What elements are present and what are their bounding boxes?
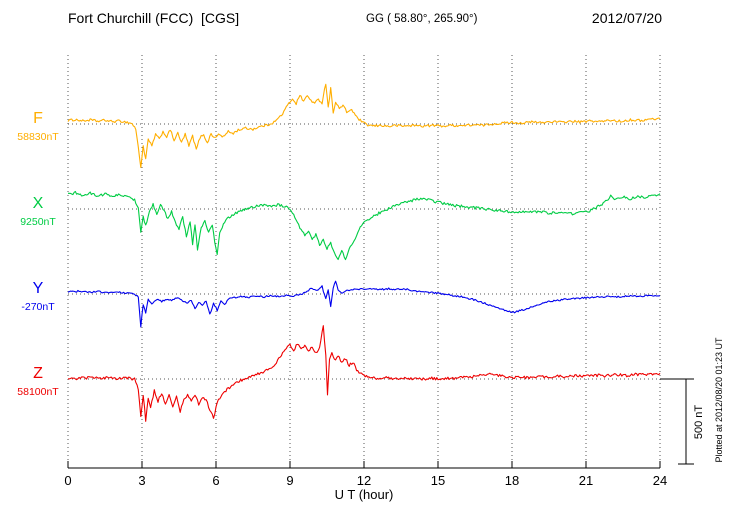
- series-letter-X: X: [32, 195, 44, 212]
- series-label-Z: Z 58100nT: [6, 366, 70, 398]
- series-baseline-Y: -270nT: [21, 301, 55, 313]
- trace-X: [68, 190, 661, 261]
- x-tick-label: 3: [138, 473, 145, 488]
- x-axis-title: U T (hour): [334, 487, 394, 502]
- series-baseline-Z: 58100nT: [17, 386, 59, 398]
- x-tick-label: 12: [357, 473, 371, 488]
- station-title: Fort Churchill (FCC) [CGS]: [68, 10, 240, 26]
- geographic-coordinates: GG ( 58.80°, 265.90°): [366, 13, 478, 25]
- trace-Y: [67, 280, 661, 328]
- x-tick-label: 6: [212, 473, 219, 488]
- scale-bar: [660, 378, 694, 465]
- scale-bar-label: 500 nT: [693, 405, 705, 440]
- trace-F: [67, 83, 661, 168]
- series-letter-Z: Z: [33, 365, 43, 382]
- x-tick-label: 18: [505, 473, 519, 488]
- x-tick-label: 0: [64, 473, 71, 488]
- x-tick-label: 9: [286, 473, 293, 488]
- trace-Z: [67, 325, 661, 422]
- x-tick-label: 21: [579, 473, 593, 488]
- series-label-X: X 9250nT: [6, 196, 70, 228]
- plot-date: 2012/07/20: [591, 10, 662, 26]
- credit-text: Plotted at 2012/08/20 01:23 UT: [714, 337, 724, 463]
- series-baseline-F: 58830nT: [17, 131, 59, 143]
- series-label-F: F 58830nT: [6, 111, 70, 143]
- series-letter-Y: Y: [32, 280, 44, 297]
- series-letter-F: F: [33, 110, 43, 127]
- x-tick-label: 24: [653, 473, 667, 488]
- series-label-Y: Y -270nT: [6, 281, 70, 313]
- x-tick-label: 15: [431, 473, 445, 488]
- series-baseline-X: 9250nT: [20, 216, 56, 228]
